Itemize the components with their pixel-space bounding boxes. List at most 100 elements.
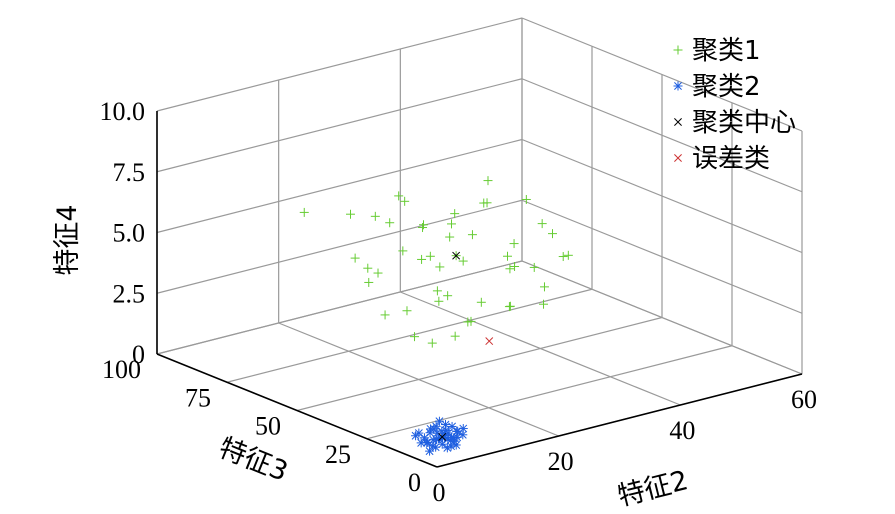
y-tick-label: 50	[255, 412, 281, 441]
y-tick-label: 100	[102, 355, 141, 384]
cluster1-point	[363, 263, 373, 273]
cluster1-point	[380, 310, 390, 320]
x-axis-label: 特征2	[615, 465, 692, 512]
cluster1-point	[398, 246, 408, 256]
cluster1-point	[346, 209, 355, 219]
grid-line	[521, 199, 803, 314]
cluster2-point	[432, 428, 442, 438]
cluster1-point	[510, 262, 520, 271]
x-tick-label: 60	[791, 385, 817, 414]
grid-line	[521, 78, 803, 193]
grid-line	[156, 78, 523, 173]
legend-marker-cluster-center	[674, 118, 682, 126]
legend-label-cluster1: 聚类1	[692, 36, 761, 66]
grid-line	[226, 288, 593, 383]
y-tick-label: 0	[408, 468, 421, 497]
legend-marker-error-class	[674, 154, 682, 162]
x-axis-line	[436, 373, 803, 468]
cluster1-point	[394, 191, 404, 201]
y-tick-label: 25	[325, 440, 351, 469]
cluster1-point	[529, 262, 539, 272]
cluster1-point	[427, 338, 437, 348]
x-tick-label: 0	[433, 478, 446, 507]
cluster2-point	[434, 416, 444, 426]
cluster1-point	[450, 209, 460, 219]
legend-label-cluster-center: 聚类中心	[692, 108, 796, 138]
cluster2-point	[440, 431, 450, 441]
cluster1-point	[373, 268, 383, 278]
cluster2-point	[449, 436, 459, 446]
x-tick-label: 20	[548, 447, 574, 476]
cluster1-point	[458, 256, 468, 266]
legend-label-error-class: 误差类	[692, 144, 770, 174]
legend-marker-cluster2	[673, 81, 683, 91]
grid-lines	[156, 17, 803, 468]
cluster1-point	[505, 264, 515, 274]
cluster1-point	[482, 198, 492, 208]
cluster1-point	[509, 239, 519, 249]
cluster2-point	[426, 424, 436, 434]
cluster1-point	[410, 332, 420, 342]
z-tick-label: 7.5	[113, 158, 146, 187]
legend-label-cluster2: 聚类2	[692, 72, 761, 102]
z-axis-label: 特征4	[52, 204, 83, 275]
cluster-center-point	[452, 251, 461, 260]
grid-line	[156, 138, 523, 234]
z-tick-label: 2.5	[113, 279, 146, 308]
grid-line	[156, 260, 523, 355]
grid-line	[156, 199, 523, 294]
cluster1-point	[563, 250, 573, 260]
grid-line	[296, 316, 663, 412]
cluster1-point	[425, 251, 435, 261]
cluster1-point	[558, 252, 568, 262]
legend-marker-cluster1	[673, 45, 683, 55]
cluster2-point	[447, 421, 457, 431]
grid-line	[156, 17, 523, 112]
cluster1-point	[450, 331, 460, 341]
cluster1-point	[539, 282, 549, 292]
cluster2-point	[446, 441, 456, 451]
cluster1-point	[505, 301, 515, 311]
cluster1-point	[364, 277, 374, 287]
cluster1-point	[445, 232, 455, 242]
cluster1-point	[350, 253, 360, 263]
cluster1-point	[483, 176, 493, 186]
grid-line	[521, 138, 803, 254]
z-tick-label: 10.0	[100, 97, 146, 126]
cluster1-point	[476, 297, 486, 307]
cluster1-point	[443, 291, 453, 301]
cluster1-point	[503, 251, 512, 261]
y-axis-label: 特征3	[214, 432, 292, 487]
cluster1-point	[419, 220, 428, 230]
x-tick-label: 40	[669, 416, 695, 445]
cluster1-point	[539, 299, 549, 309]
cluster1-point	[435, 262, 445, 272]
error-class-point	[485, 337, 494, 346]
cluster2-point	[451, 440, 461, 450]
z-tick-label: 5.0	[113, 219, 146, 248]
z-tick-label: 0	[132, 340, 145, 369]
cluster2-point	[431, 442, 441, 452]
cluster1-point	[548, 229, 557, 239]
cluster2-point	[414, 428, 424, 438]
cluster1-point	[400, 196, 410, 206]
grid-line	[521, 17, 803, 132]
cluster1-point	[434, 296, 444, 306]
cluster2-point	[458, 430, 468, 440]
cluster1-point	[432, 286, 442, 296]
axes-box	[156, 111, 803, 468]
cluster1-point	[370, 211, 380, 221]
cluster2-point	[425, 446, 435, 456]
cluster1-point	[417, 254, 427, 264]
grid-line	[366, 345, 733, 440]
cluster1-point	[466, 316, 476, 326]
cluster1-point	[402, 306, 412, 316]
cluster-center-point	[438, 432, 447, 441]
data-points	[299, 176, 573, 456]
cluster1-point	[521, 194, 531, 204]
cluster2-point	[422, 438, 432, 448]
cluster1-point	[537, 219, 547, 229]
